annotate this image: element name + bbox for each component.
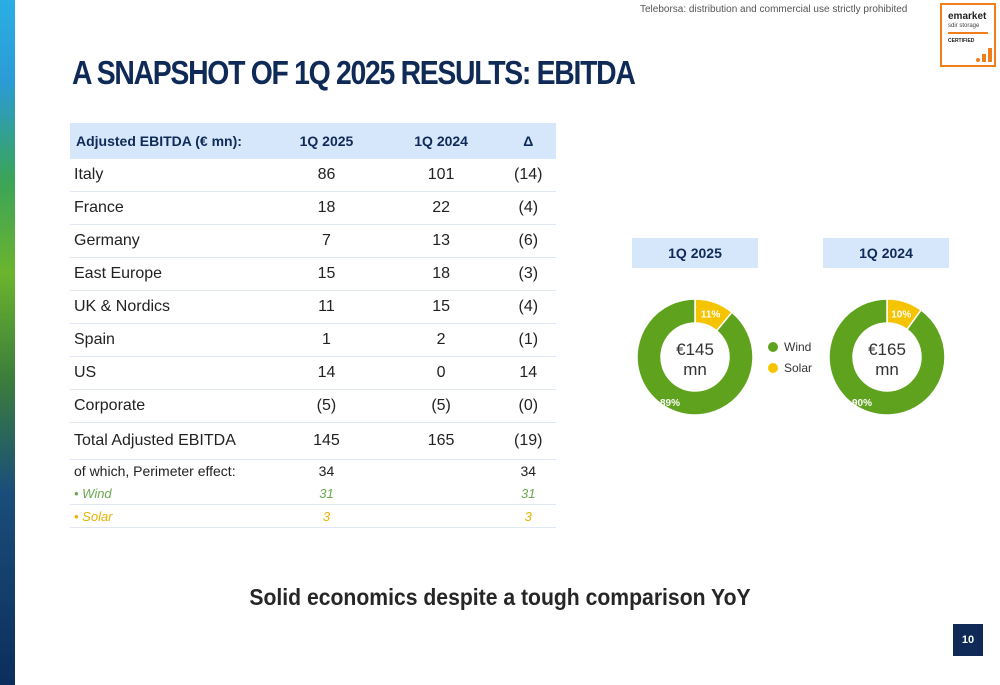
total-1q2024: 165 <box>381 422 501 460</box>
pie-slice-wind <box>636 298 754 416</box>
wind-delta: 31 <box>500 482 556 505</box>
solar-1q2025: 3 <box>271 504 382 528</box>
row-label: Germany <box>70 224 272 258</box>
cell-1q2025: 7 <box>271 224 382 258</box>
solar-1q2024 <box>381 504 501 528</box>
header-1q2025: 1Q 2025 <box>271 123 382 159</box>
cell-1q2025: 1 <box>271 323 382 357</box>
disclaimer-text: Teleborsa: distribution and commercial u… <box>640 4 908 15</box>
perimeter-row: of which, Perimeter effect: 34 34 <box>70 460 556 483</box>
table-row: UK & Nordics 11 15 (4) <box>70 290 556 324</box>
cell-1q2025: 15 <box>271 257 382 291</box>
row-label: Spain <box>70 323 272 357</box>
header-1q2024: 1Q 2024 <box>381 123 501 159</box>
badge-divider <box>948 32 988 34</box>
row-label: Italy <box>70 159 272 192</box>
page-number: 10 <box>953 624 983 656</box>
pie-label-solar: 10% <box>891 309 911 320</box>
cell-1q2024: 22 <box>381 191 501 225</box>
table-header-row: Adjusted EBITDA (€ mn): 1Q 2025 1Q 2024 … <box>70 123 556 159</box>
cell-delta: (0) <box>500 389 556 423</box>
cell-1q2024: 2 <box>381 323 501 357</box>
pie-label-solar: 11% <box>701 310 721 321</box>
cell-delta: (14) <box>500 159 556 192</box>
legend-item-solar: Solar <box>768 361 812 375</box>
cell-delta: (3) <box>500 257 556 291</box>
conclusion-text: Solid economics despite a tough comparis… <box>249 584 751 610</box>
side-gradient-bar <box>0 0 15 685</box>
table-row: Spain 1 2 (1) <box>70 323 556 357</box>
pie-label-wind: 89% <box>660 398 680 409</box>
row-label: UK & Nordics <box>70 290 272 324</box>
donut-center-value: €165 <box>868 340 906 359</box>
cell-1q2025: (5) <box>271 389 382 423</box>
wind-1q2025: 31 <box>271 482 382 505</box>
wind-label: • Wind <box>70 482 272 505</box>
legend-swatch-solar <box>768 363 778 373</box>
cell-delta: 14 <box>500 356 556 390</box>
pie-title-1q2024: 1Q 2024 <box>823 238 949 268</box>
row-label: US <box>70 356 272 390</box>
row-label: France <box>70 191 272 225</box>
cell-1q2024: 15 <box>381 290 501 324</box>
emarket-storage-logo: emarket sdir storage CERTIFIED <box>940 3 996 67</box>
perimeter-label: of which, Perimeter effect: <box>74 463 236 479</box>
page-title: A SNAPSHOT OF 1Q 2025 RESULTS: EBITDA <box>72 54 636 91</box>
row-label: East Europe <box>70 257 272 291</box>
cell-1q2024: 18 <box>381 257 501 291</box>
ebitda-table: Adjusted EBITDA (€ mn): 1Q 2025 1Q 2024 … <box>70 123 556 528</box>
table-row: East Europe 15 18 (3) <box>70 257 556 291</box>
badge-line3: CERTIFIED <box>948 38 975 44</box>
wind-row: • Wind 31 31 <box>70 482 556 505</box>
legend-swatch-wind <box>768 342 778 352</box>
solar-label: • Solar <box>70 504 272 528</box>
table-row: Corporate (5) (5) (0) <box>70 389 556 423</box>
table-row: France 18 22 (4) <box>70 191 556 225</box>
bar-chart-icon <box>976 48 992 62</box>
cell-delta: (4) <box>500 191 556 225</box>
wind-1q2024 <box>381 482 501 505</box>
donut-center-unit: mn <box>875 360 899 379</box>
pie-title-1q2025: 1Q 2025 <box>632 238 758 268</box>
cell-1q2025: 86 <box>271 159 382 192</box>
pie-label-wind: 90% <box>852 398 872 409</box>
cell-1q2025: 18 <box>271 191 382 225</box>
pie-slice-wind <box>828 298 946 416</box>
perimeter-1q2024 <box>382 460 501 483</box>
cell-1q2024: 13 <box>381 224 501 258</box>
cell-delta: (6) <box>500 224 556 258</box>
cell-delta: (1) <box>500 323 556 357</box>
table-row: US 14 0 14 <box>70 356 556 390</box>
solar-row: • Solar 3 3 <box>70 504 556 528</box>
table-row: Italy 86 101 (14) <box>70 159 556 192</box>
cell-1q2025: 11 <box>271 290 382 324</box>
cell-1q2025: 14 <box>271 356 382 390</box>
header-label: Adjusted EBITDA (€ mn): <box>70 123 272 159</box>
legend-item-wind: Wind <box>768 340 812 354</box>
header-delta: Δ <box>500 123 556 159</box>
total-row: Total Adjusted EBITDA 145 165 (19) <box>70 422 556 460</box>
total-label: Total Adjusted EBITDA <box>70 422 272 460</box>
total-delta: (19) <box>500 422 556 460</box>
chart-legend: Wind Solar <box>768 340 812 382</box>
cell-delta: (4) <box>500 290 556 324</box>
badge-line1: emarket <box>948 11 987 22</box>
cell-1q2024: 0 <box>381 356 501 390</box>
cell-1q2024: 101 <box>381 159 501 192</box>
perimeter-1q2025: 34 <box>318 463 335 479</box>
legend-label-solar: Solar <box>784 361 813 375</box>
legend-label-wind: Wind <box>784 340 812 354</box>
badge-line2: sdir storage <box>948 23 980 29</box>
donut-center-unit: mn <box>683 360 707 379</box>
perimeter-delta: 34 <box>520 463 537 479</box>
total-1q2025: 145 <box>271 422 382 460</box>
donut-center-value: €145 <box>676 340 714 359</box>
row-label: Corporate <box>70 389 272 423</box>
cell-1q2024: (5) <box>381 389 501 423</box>
table-row: Germany 7 13 (6) <box>70 224 556 258</box>
solar-delta: 3 <box>500 504 556 528</box>
